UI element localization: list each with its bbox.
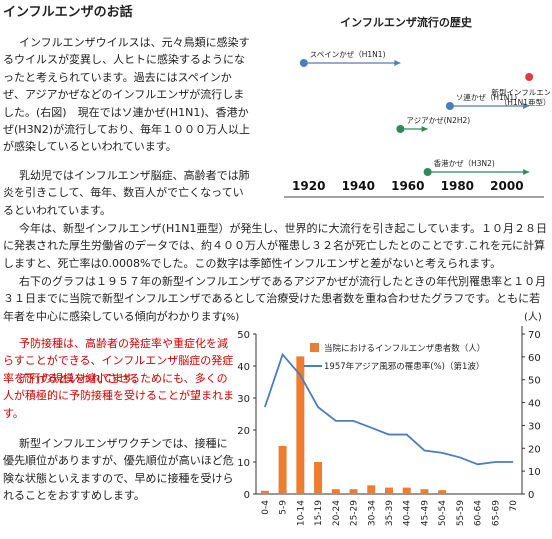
vaccine-priority-text: 新型インフルエンザワクチンでは、接種に優先順位がありますが、優先順位が高いほど危… <box>3 437 234 503</box>
timeline-event-start-marker <box>396 125 405 133</box>
patient-count-bar <box>349 489 358 494</box>
timeline-event-start-marker <box>299 59 308 67</box>
vaccination-note-2-text: 流行の規模を縮小させるためにも、多くの人が積極的に予防接種を受けることが望まれま… <box>3 372 234 420</box>
vaccination-note-1-text: 予防接種は、高齢者の発症率や重症化を減らすことができる、インフルエンザ脳症の発症… <box>3 337 234 385</box>
vaccine-priority-paragraph: 新型インフルエンザワクチンでは、接種に優先順位がありますが、優先順位が高いほど危… <box>3 435 235 505</box>
timeline-year-tick: 1940 <box>342 179 375 193</box>
timeline-title: インフルエンザ流行の歴史 <box>340 15 473 29</box>
patient-count-bar <box>367 485 376 494</box>
x-axis-category-label: 60-64 <box>474 500 484 526</box>
timeline-year-tick: 1960 <box>391 179 424 193</box>
intro-text: インフルエンザウイルスは、元々鳥類に感染するウイルスが変異し、人ヒトに感染するよ… <box>3 36 250 154</box>
patient-count-bar <box>402 487 411 494</box>
left-axis-tick-label: 0 <box>244 490 250 501</box>
x-axis-category-label: 25-29 <box>350 500 360 526</box>
page-title: インフルエンザのお話 <box>3 5 133 20</box>
x-axis-category-label: 65-69 <box>491 500 501 526</box>
x-axis-category-label: 40-44 <box>403 500 413 526</box>
complication-text: 乳幼児ではインフルエンザ脳症、高齢者では肺炎を引きこして、毎年、数百人がで亡くな… <box>3 169 250 217</box>
legend-bar-swatch <box>310 343 319 352</box>
patient-count-bar <box>385 487 393 494</box>
patient-count-bar <box>278 446 287 494</box>
x-axis-category-label: 45-49 <box>420 500 430 526</box>
timeline-event-start-marker <box>445 102 454 110</box>
x-axis-category-label: 55-59 <box>456 500 466 526</box>
timeline-event-start-marker <box>525 73 534 81</box>
timeline-event-arrow <box>523 103 530 109</box>
timeline-event-start-marker <box>423 168 432 176</box>
right-axis-tick-label: 30 <box>528 421 541 432</box>
timeline-event-label: 香港かぜ（H3N2) <box>434 158 495 168</box>
right-axis-tick-label: 70 <box>528 330 541 341</box>
patient-count-bar <box>438 490 447 494</box>
patient-count-bar <box>296 356 305 494</box>
patient-count-bar <box>331 489 340 494</box>
timeline-event-label: スペインかぜ（H1N1) <box>310 50 386 59</box>
timeline-year-tick: 1920 <box>292 179 325 193</box>
current-outbreak-text: 今年は、新型インフルエンザ(H1N1亜型）が発生し、世界的に大流行を引き起こして… <box>3 222 548 270</box>
right-axis-tick-label: 20 <box>528 444 541 455</box>
patient-count-bar <box>260 490 269 494</box>
left-axis-tick-label: 40 <box>237 362 250 373</box>
x-axis-category-label: 50-54 <box>438 500 448 526</box>
timeline-event-arrow <box>523 169 530 175</box>
x-axis-category-label: 5-9 <box>279 500 289 515</box>
timeline-year-tick: 2000 <box>490 179 523 193</box>
timeline-event-label: 新型インフルエンザ（H1N1亜型） <box>492 87 550 107</box>
left-axis-tick-label: 10 <box>237 458 250 469</box>
timeline-event-label: アジアかぜ(N2H2) <box>406 116 470 125</box>
right-axis-tick-label: 50 <box>528 376 541 387</box>
vaccination-note-1: 予防接種は、高齢者の発症率や重症化を減らすことができる、インフルエンザ脳症の発症… <box>3 335 235 387</box>
patient-count-bar <box>314 462 323 494</box>
age-incidence-chart: (%) (人) 0 10 20 30 40 50 0 10 20 30 40 50 60 70 0-4 5-9 10… <box>222 311 542 526</box>
x-axis-category-label: 0-4 <box>261 500 271 515</box>
x-axis-category-label: 30-34 <box>367 500 377 526</box>
timeline-event-arrow <box>394 60 401 66</box>
current-outbreak-paragraph: 今年は、新型インフルエンザ(H1N1亜型）が発生し、世界的に大流行を引き起こして… <box>3 220 549 272</box>
intro-paragraph: インフルエンザウイルスは、元々鳥類に感染するウイルスが変異し、人ヒトに感染するよ… <box>3 34 251 156</box>
left-axis-tick-label: 30 <box>237 394 250 405</box>
legend-line-label: 1957年アジア風邪の罹患率(%)（第1波） <box>324 361 484 372</box>
asian-flu-incidence-line <box>264 352 514 466</box>
left-axis-tick-label: 20 <box>237 426 250 437</box>
graph-description-paragraph: 右下のグラフは１９５７年の新型インフルエンザであるアジアかぜが流行したときの年代… <box>3 273 549 325</box>
right-axis-tick-label: 40 <box>528 399 541 410</box>
patient-count-bar <box>420 489 429 494</box>
timeline-year-tick: 1980 <box>441 179 474 193</box>
complication-paragraph: 乳幼児ではインフルエンザ脳症、高齢者では肺炎を引きこして、毎年、数百人がで亡くな… <box>3 167 251 219</box>
right-axis-tick-label: 60 <box>528 353 541 364</box>
timeline-event-arrow <box>421 126 428 132</box>
x-axis-category-label: 35-39 <box>385 500 395 526</box>
x-axis-category-label: 15-19 <box>314 500 324 526</box>
x-axis-category-label: 20-24 <box>332 500 342 526</box>
right-axis-unit: (人) <box>524 311 542 323</box>
vaccination-note-2: 流行の規模を縮小させるためにも、多くの人が積極的に予防接種を受けることが望まれま… <box>3 370 235 422</box>
x-axis-category-label: 10-14 <box>296 500 306 526</box>
left-axis-tick-label: 50 <box>237 330 250 341</box>
legend-bar-label: 当院におけるインフルエンザ患者数（人） <box>324 343 485 354</box>
right-axis-tick-label: 0 <box>528 490 534 501</box>
timeline-event-label: ソ連かぜ（H1N1) <box>456 92 517 102</box>
graph-description-text: 右下のグラフは１９５７年の新型インフルエンザであるアジアかぜが流行したときの年代… <box>3 275 547 323</box>
left-axis-unit: (%) <box>222 312 239 323</box>
right-axis-tick-label: 10 <box>528 467 541 478</box>
x-axis-category-label: 70 <box>509 500 519 512</box>
